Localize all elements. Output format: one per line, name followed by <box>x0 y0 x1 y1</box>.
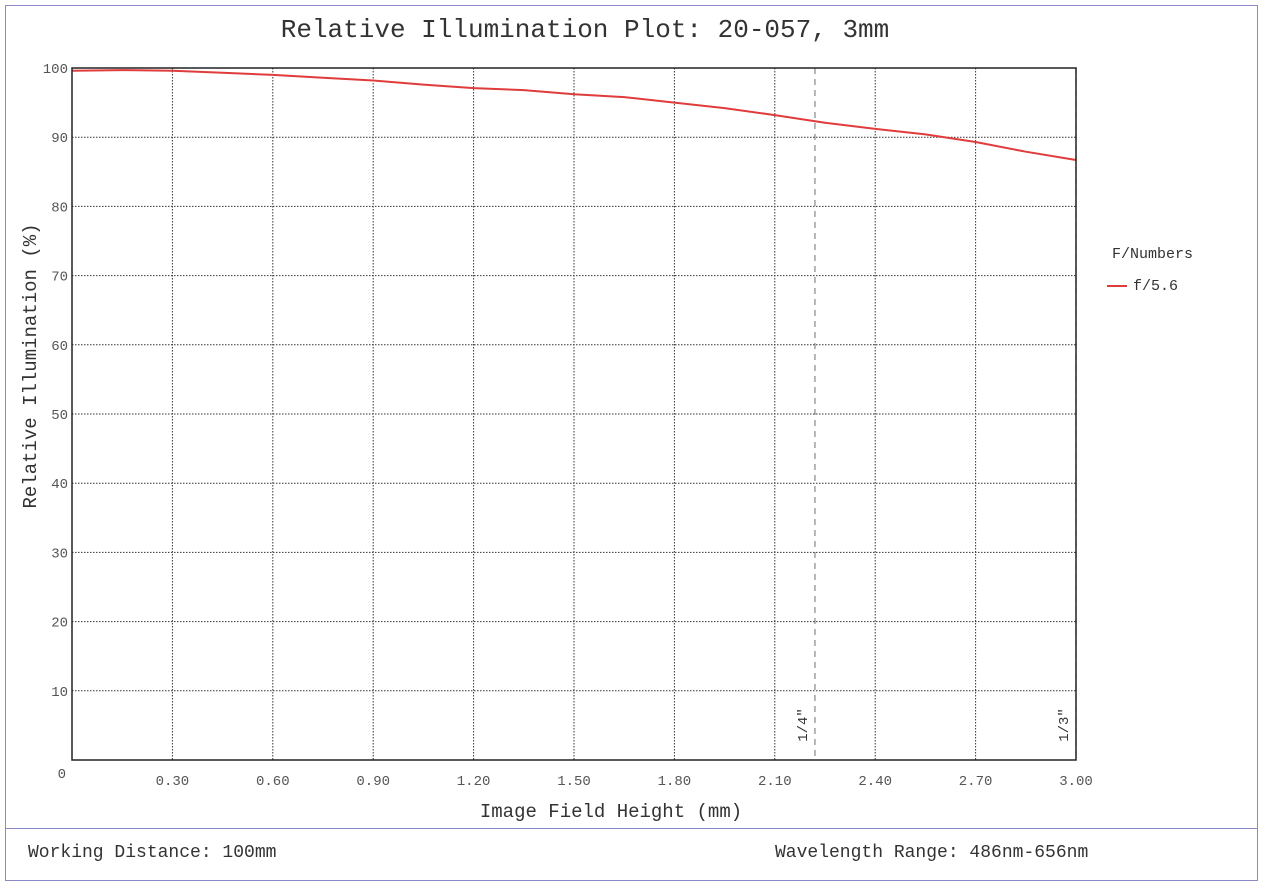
wavelength-range: Wavelength Range: 486nm-656nm <box>775 843 1089 863</box>
chart-frame <box>5 5 1258 881</box>
y-tick-label: 100 <box>43 62 68 78</box>
y-tick-label: 70 <box>51 270 68 286</box>
x-tick-label: 2.70 <box>959 774 993 790</box>
y-tick-labels: 10 20 30 40 50 60 70 80 90 100 <box>43 62 68 701</box>
annotation-label: 1/4" <box>796 708 812 742</box>
x-tick-label: 3.00 <box>1059 774 1093 790</box>
y-tick-label: 30 <box>51 546 68 562</box>
chart-title: Relative Illumination Plot: 20-057, 3mm <box>281 15 890 45</box>
grid-lines <box>72 68 1076 760</box>
y-tick-label: 10 <box>51 685 68 701</box>
x-axis-label: Image Field Height (mm) <box>480 801 742 823</box>
x-tick-label: 0.90 <box>356 774 390 790</box>
legend-title: F/Numbers <box>1112 246 1193 263</box>
y-tick-label: 90 <box>51 131 68 147</box>
y-axis-label: Relative Illumination (%) <box>20 223 42 508</box>
y-tick-label: 20 <box>51 616 68 632</box>
legend-label: f/5.6 <box>1133 278 1178 295</box>
x-tick-label: 2.10 <box>758 774 792 790</box>
legend: F/Numbers f/5.6 <box>1107 246 1193 295</box>
footer-divider <box>5 828 1258 829</box>
annotation-label: 1/3" <box>1057 708 1073 742</box>
origin-label: 0 <box>58 767 66 783</box>
x-tick-label: 0.60 <box>256 774 290 790</box>
x-tick-label: 1.20 <box>457 774 491 790</box>
y-tick-label: 40 <box>51 477 68 493</box>
y-tick-label: 60 <box>51 339 68 355</box>
y-tick-label: 80 <box>51 200 68 216</box>
plot-border <box>71 67 1077 761</box>
x-tick-labels: 0.30 0.60 0.90 1.20 1.50 1.80 2.10 2.40 2.70 3.00 <box>156 774 1093 790</box>
y-tick-label: 50 <box>51 408 68 424</box>
x-tick-label: 2.40 <box>858 774 892 790</box>
x-tick-label: 1.80 <box>658 774 692 790</box>
series-line <box>71 69 1077 161</box>
x-tick-label: 1.50 <box>557 774 591 790</box>
working-distance: Working Distance: 100mm <box>28 843 277 863</box>
x-tick-label: 0.30 <box>156 774 190 790</box>
series-lines <box>71 69 1077 161</box>
